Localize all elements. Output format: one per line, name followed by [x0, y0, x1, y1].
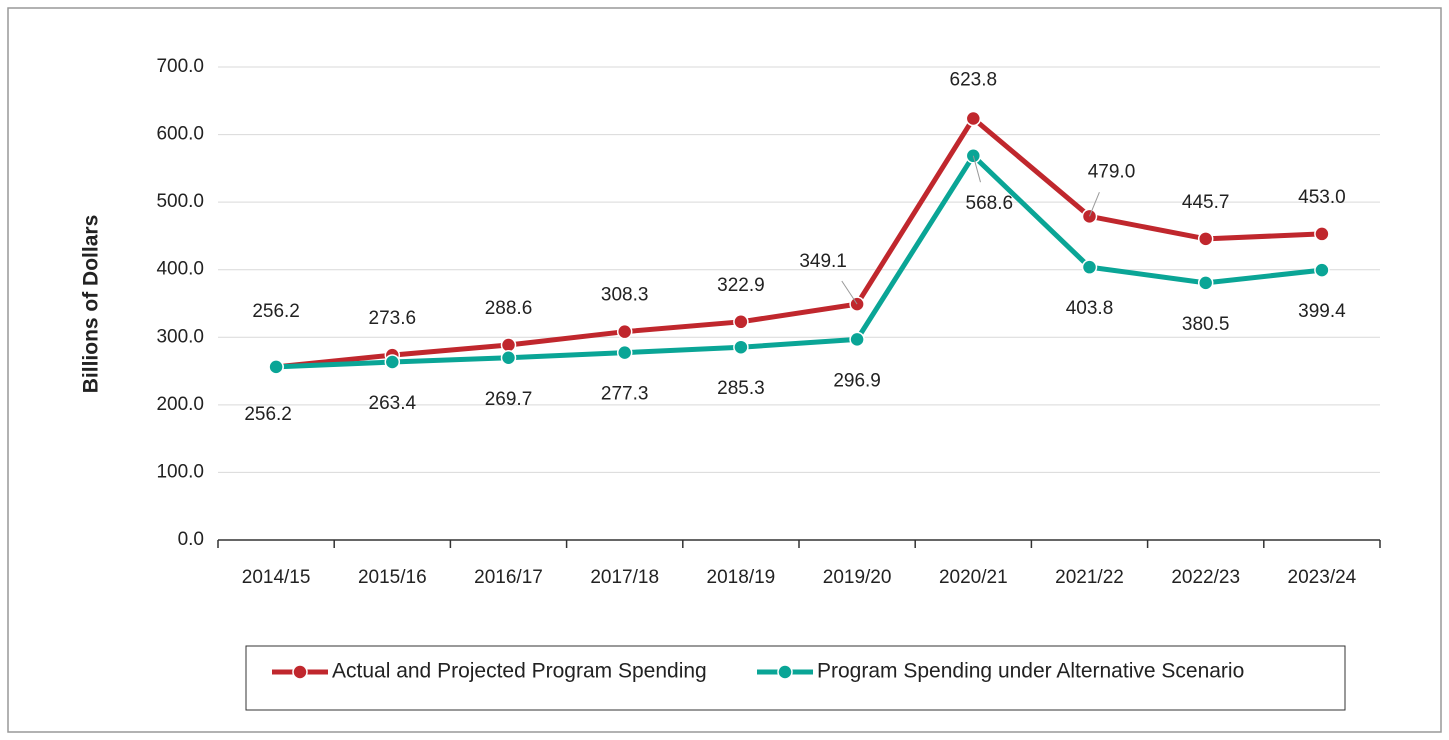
data-label: 349.1: [799, 251, 847, 272]
data-point: [965, 110, 982, 127]
data-label: 308.3: [601, 285, 649, 306]
x-tick-label: 2020/21: [939, 567, 1008, 588]
data-label: 273.6: [369, 308, 417, 329]
y-tick-label: 500.0: [156, 191, 204, 212]
x-tick-label: 2015/16: [358, 567, 427, 588]
data-point: [1314, 262, 1330, 278]
data-label: 296.9: [833, 370, 881, 391]
data-point: [1314, 226, 1330, 242]
data-label: 256.2: [244, 404, 292, 425]
data-label: 453.0: [1298, 187, 1346, 208]
data-point: [1197, 231, 1214, 247]
data-label: 256.2: [252, 301, 300, 322]
x-tick-label: 2022/23: [1171, 567, 1240, 588]
legend-label: Program Spending under Alternative Scena…: [817, 660, 1244, 683]
x-tick-label: 2021/22: [1055, 567, 1124, 588]
leader-line: [841, 280, 858, 305]
data-point: [268, 359, 284, 375]
data-label: 288.6: [485, 298, 533, 319]
y-tick-label: 700.0: [156, 56, 204, 77]
x-tick-label: 2014/15: [242, 567, 311, 588]
data-point: [733, 339, 749, 355]
leader-line: [1089, 191, 1100, 217]
data-label: 277.3: [601, 384, 649, 405]
legend-marker: [292, 664, 308, 680]
leader-line: [972, 155, 981, 183]
data-point: [500, 350, 517, 366]
data-point: [500, 337, 517, 353]
data-point: [1197, 275, 1214, 291]
data-label: 269.7: [485, 389, 533, 410]
y-tick-label: 300.0: [156, 326, 204, 347]
data-label: 322.9: [717, 275, 765, 296]
data-point: [733, 314, 749, 330]
y-tick-label: 200.0: [156, 394, 204, 415]
x-tick-label: 2017/18: [590, 567, 659, 588]
series-line: [275, 153, 1323, 370]
data-label: 403.8: [1066, 298, 1114, 319]
legend-label: Actual and Projected Program Spending: [332, 660, 707, 683]
x-tick-label: 2023/24: [1288, 567, 1357, 588]
data-label: 479.0: [1088, 161, 1136, 182]
data-label: 380.5: [1182, 314, 1230, 335]
data-point: [616, 323, 633, 340]
data-label: 568.6: [966, 193, 1014, 214]
x-tick-label: 2018/19: [707, 567, 776, 588]
data-point: [1081, 259, 1098, 275]
data-point: [849, 331, 865, 348]
data-label: 285.3: [717, 378, 765, 399]
y-tick-label: 600.0: [156, 124, 204, 145]
data-label: 263.4: [369, 393, 417, 414]
x-tick-label: 2016/17: [474, 567, 543, 588]
data-point: [616, 344, 633, 361]
y-tick-label: 400.0: [156, 259, 204, 280]
y-tick-label: 100.0: [156, 461, 204, 482]
chart-border: [7, 7, 1442, 733]
data-point: [384, 354, 401, 370]
x-tick-label: 2019/20: [823, 567, 892, 588]
data-label: 399.4: [1298, 301, 1346, 322]
y-tick-label: 0.0: [178, 529, 204, 550]
series-line: [275, 115, 1323, 370]
legend-box: [245, 645, 1346, 711]
data-label: 623.8: [950, 70, 998, 91]
legend-marker: [777, 664, 793, 680]
data-label: 445.7: [1182, 192, 1230, 213]
y-axis-label: Billions of Dollars: [80, 215, 103, 394]
